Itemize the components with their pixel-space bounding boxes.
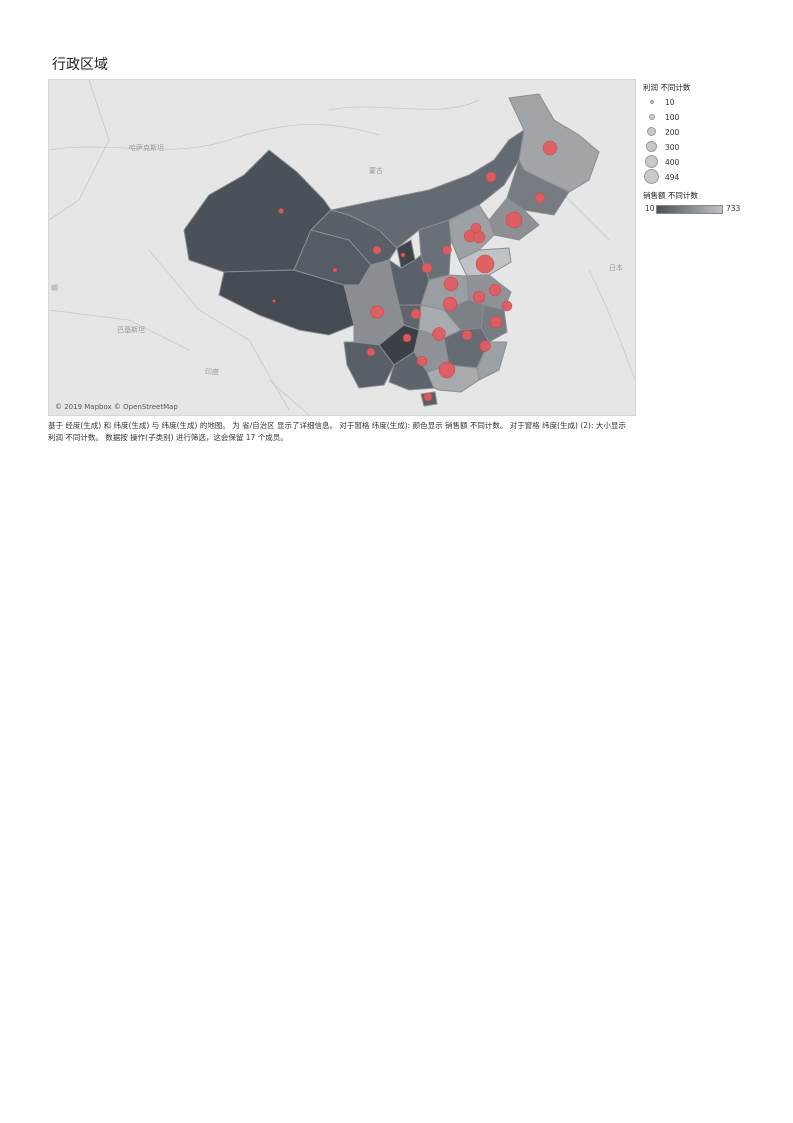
- size-label-200: 200: [665, 128, 680, 137]
- size-legend-item: 300: [643, 140, 763, 155]
- label-mongolia: 蒙古: [369, 166, 383, 175]
- base-labels: 哈萨克斯坦 蒙古 巴基斯坦 印度 日本 朝: [51, 143, 623, 376]
- size-legend-item: 100: [643, 110, 763, 125]
- marker-hainan: [423, 392, 433, 402]
- marker-heilongjiang: [542, 140, 558, 156]
- marker-gansu: [372, 245, 382, 255]
- label-japan: 日本: [609, 263, 623, 272]
- label-korea-partial: 朝: [51, 284, 58, 292]
- marker-shanxi: [442, 245, 452, 255]
- color-ramp: 10 733: [643, 203, 773, 216]
- province-xinjiang: [183, 149, 332, 273]
- size-swatch-400: [645, 155, 658, 168]
- size-swatch-200: [647, 127, 656, 136]
- marker-yunnan: [366, 347, 376, 357]
- size-label-10: 10: [665, 98, 675, 107]
- provinces[interactable]: [183, 93, 600, 407]
- size-label-400: 400: [665, 158, 680, 167]
- size-legend-item: 10: [643, 95, 763, 110]
- marker-henan: [443, 276, 459, 292]
- marker-inner-mongolia: [485, 171, 497, 183]
- size-swatch-300: [646, 141, 657, 152]
- page-title: 行政区域: [52, 57, 108, 73]
- marker-guangxi: [416, 355, 428, 367]
- label-kazakhstan: 哈萨克斯坦: [129, 143, 164, 152]
- label-pakistan: 巴基斯坦: [117, 325, 145, 334]
- profit-markers[interactable]: [272, 140, 558, 402]
- color-legend: 销售额 不同计数 10 733: [643, 190, 773, 216]
- marker-sichuan: [370, 305, 384, 319]
- marker-anhui: [472, 290, 486, 304]
- marker-shanghai: [501, 300, 513, 312]
- marker-guizhou: [402, 333, 412, 343]
- marker-jiangsu: [488, 283, 502, 297]
- marker-hubei: [442, 296, 458, 312]
- color-ramp-max: 733: [726, 204, 741, 213]
- marker-jiangxi: [461, 329, 473, 341]
- label-india: 印度: [205, 367, 219, 376]
- color-legend-title: 销售额 不同计数: [643, 191, 698, 200]
- marker-chongqing: [410, 308, 422, 320]
- size-swatch-494: [644, 169, 659, 184]
- marker-ningxia: [400, 252, 406, 258]
- marker-tibet: [272, 299, 276, 303]
- size-legend-item: 494: [643, 169, 763, 185]
- marker-zhejiang: [489, 315, 503, 329]
- size-label-494: 494: [665, 173, 680, 182]
- marker-shaanxi: [421, 262, 433, 274]
- map-caption: 基于 经度(生成) 和 纬度(生成) 与 纬度(生成) 的地图。 为 省/自治区…: [48, 421, 626, 442]
- size-legend-title: 利润 不同计数: [643, 83, 691, 92]
- marker-fujian: [479, 340, 491, 352]
- marker-liaoning: [505, 211, 523, 229]
- marker-xinjiang: [278, 208, 284, 214]
- size-label-300: 300: [665, 143, 680, 152]
- marker-guangdong: [438, 361, 456, 379]
- marker-hunan: [432, 327, 446, 341]
- color-ramp-min: 10: [645, 204, 655, 213]
- map-attribution: © 2019 Mapbox © OpenStreetMap: [55, 403, 178, 411]
- province-yunnan: [343, 341, 395, 389]
- size-legend-item: 400: [643, 155, 763, 170]
- size-swatch-10: [650, 100, 654, 104]
- map-view[interactable]: 哈萨克斯坦 蒙古 巴基斯坦 印度 日本 朝: [48, 79, 636, 416]
- marker-hebei: [470, 222, 482, 234]
- map-canvas[interactable]: 哈萨克斯坦 蒙古 巴基斯坦 印度 日本 朝: [49, 80, 635, 415]
- marker-jilin: [534, 192, 546, 204]
- size-label-100: 100: [665, 113, 680, 122]
- size-swatch-100: [649, 114, 655, 120]
- province-inner-mongolia: [330, 128, 525, 249]
- marker-shandong: [475, 254, 495, 274]
- size-legend: 利润 不同计数 10 100 200 300 400 494: [643, 82, 763, 185]
- color-ramp-bar: [656, 205, 723, 214]
- marker-qinghai: [332, 267, 338, 273]
- size-legend-item: 200: [643, 125, 763, 140]
